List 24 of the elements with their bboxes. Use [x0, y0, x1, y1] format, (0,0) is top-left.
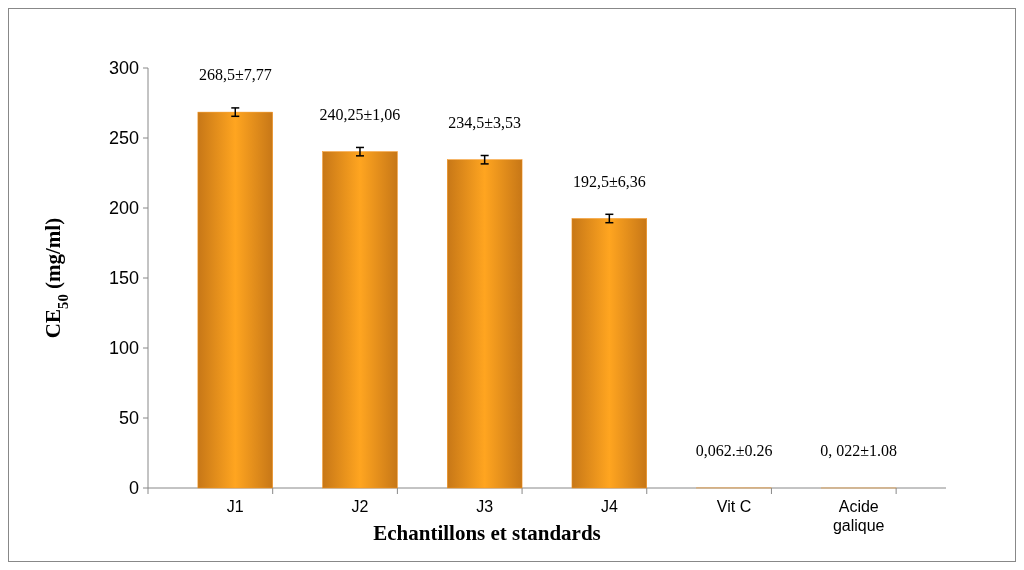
y-tick-label: 300: [108, 58, 139, 79]
y-tick-label: 0: [128, 478, 139, 499]
bar: [571, 218, 647, 489]
x-tick-label: J4: [600, 498, 618, 515]
x-tick-label: J1: [226, 498, 244, 515]
bar: [447, 159, 523, 489]
y-tick-label: 100: [108, 338, 139, 359]
data-label: 0, 022±1.08: [820, 441, 898, 459]
y-tick-label: 250: [108, 128, 139, 149]
x-tick-label: J2: [351, 498, 369, 515]
x-axis-title: Echantillons et standards: [373, 521, 601, 545]
x-tick-label: Vit C: [716, 498, 752, 515]
y-tick-label: 150: [108, 268, 139, 289]
data-label: 240,25±1,06: [319, 105, 401, 123]
bar: [322, 151, 398, 489]
y-tick-label: 50: [118, 408, 139, 429]
data-label: 234,5±3,53: [448, 113, 522, 131]
x-tick-label: Acide galique: [832, 498, 885, 535]
data-label: 192,5±6,36: [572, 172, 646, 190]
y-tick-label: 200: [108, 198, 139, 219]
bar: [197, 111, 273, 489]
x-tick-label: J3: [476, 498, 494, 515]
data-label: 268,5±7,77: [198, 66, 272, 84]
data-label: 0,062.±0.26: [695, 441, 773, 459]
